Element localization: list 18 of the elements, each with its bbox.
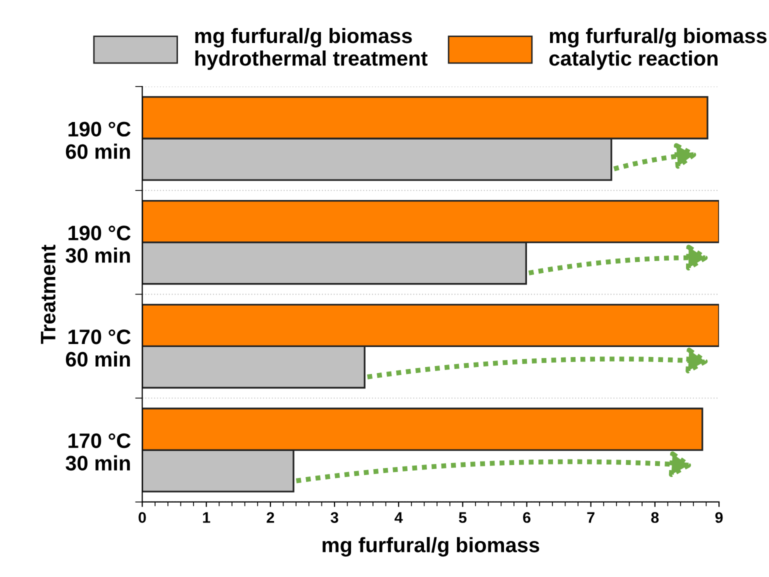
legend-label: mg furfural/g biomass hydrothermal treatment xyxy=(195,28,428,70)
y-tick-label: 190 °C 30 min xyxy=(66,226,131,263)
y-tick-label: 170 °C 60 min xyxy=(66,329,131,367)
x-tick-label: 9 xyxy=(715,512,723,523)
x-tick-label: 1 xyxy=(203,512,210,523)
y-tick-label: 170 °C 30 min xyxy=(66,433,131,471)
y-tick-label: 190 °C 60 min xyxy=(66,122,131,159)
x-tick-label: 5 xyxy=(458,512,467,523)
legend-label: mg furfural/g biomass catalytic reaction xyxy=(549,28,767,70)
x-tick-label: 6 xyxy=(523,512,530,523)
y-axis-title: Treatment xyxy=(40,244,56,344)
x-tick-label: 4 xyxy=(394,512,403,523)
x-tick-label: 8 xyxy=(651,512,659,523)
x-tick-label: 7 xyxy=(587,512,594,523)
x-tick-label: 2 xyxy=(266,512,274,523)
x-axis-title: mg furfural/g biomass xyxy=(322,537,540,557)
x-tick-label: 0 xyxy=(138,512,146,523)
x-tick-label: 3 xyxy=(330,512,338,523)
